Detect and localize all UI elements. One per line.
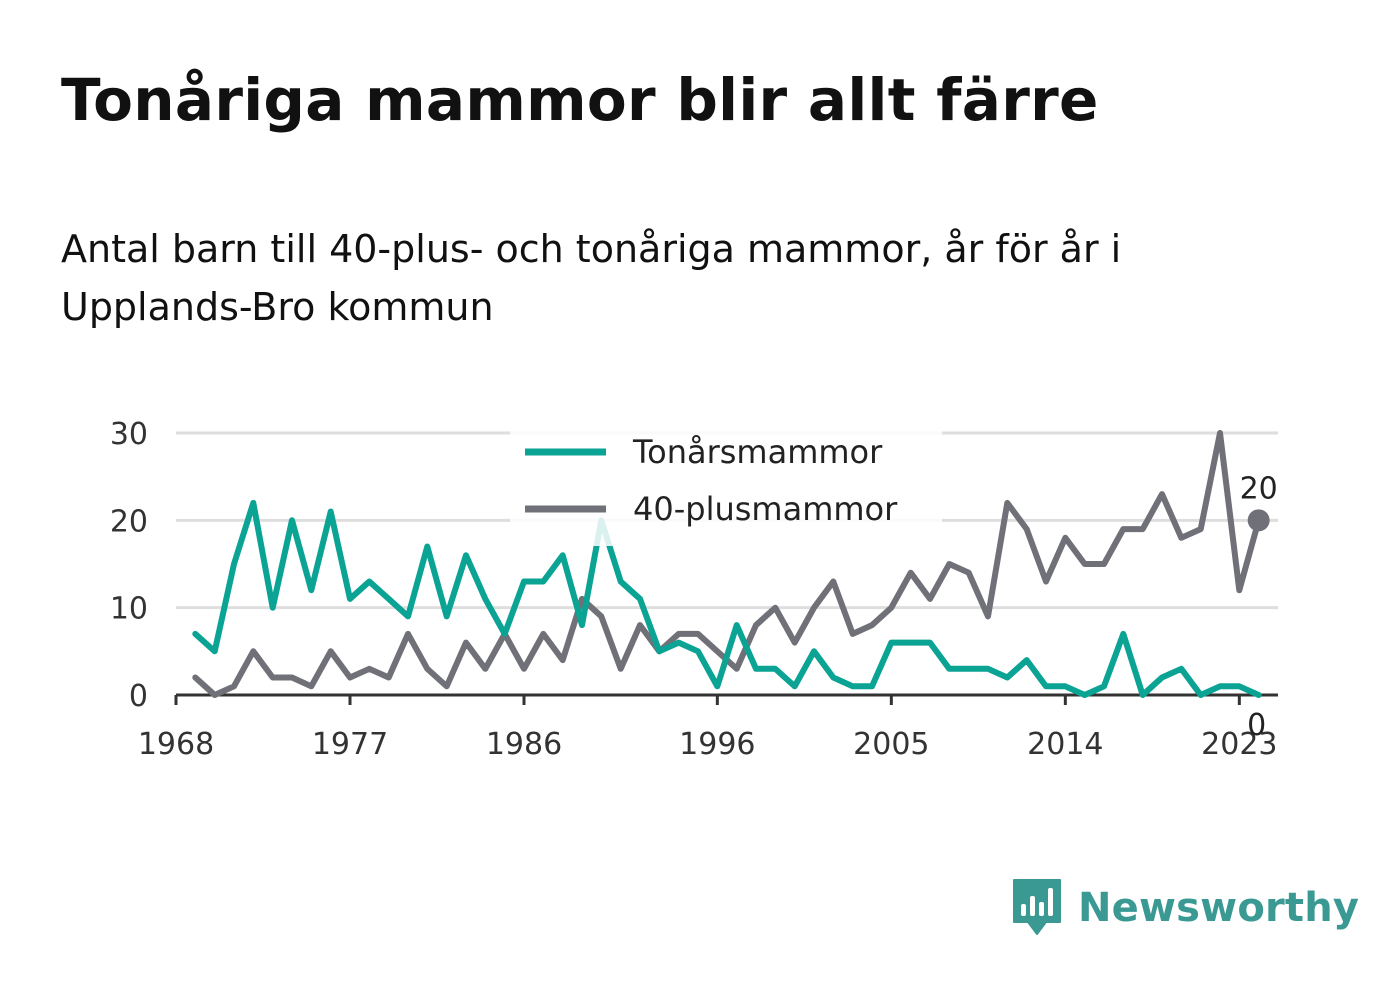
x-tick-label-2005: 2005 <box>853 727 929 762</box>
legend-label-1: 40-plusmammor <box>633 490 898 528</box>
legend-background <box>510 428 942 546</box>
y-tick-label-20: 20 <box>110 504 148 539</box>
chart-subtitle: Antal barn till 40-plus- och tonåriga ma… <box>61 227 1122 329</box>
brand-name: Newsworthy <box>1078 885 1360 931</box>
end-labels: 20 0 <box>1240 471 1278 743</box>
legend-label-0: Tonårsmammor <box>632 433 883 471</box>
x-tick-label-1977: 1977 <box>312 727 388 762</box>
newsworthy-logo-icon <box>1013 879 1061 935</box>
series-lines <box>192 430 1262 698</box>
x-tick-label-2023: 2023 <box>1201 727 1277 762</box>
y-tick-label-30: 30 <box>110 417 148 452</box>
end-label-40-plusmammor: 20 <box>1240 471 1278 506</box>
y-tick-label-10: 10 <box>110 592 148 627</box>
x-tick-label-1968: 1968 <box>138 727 214 762</box>
chart-title: Tonåriga mammor blir allt färre <box>61 66 1099 134</box>
x-tick-label-1986: 1986 <box>486 727 562 762</box>
y-axis-ticks: 0 10 20 30 <box>110 417 148 714</box>
end-label-tonarsmammor: 0 <box>1247 708 1266 743</box>
x-axis: 1968 1977 1986 1996 2005 2014 2023 <box>138 693 1278 762</box>
y-tick-label-0: 0 <box>129 679 148 714</box>
series-line-tonarsmammor <box>192 499 1262 698</box>
end-marker-40-plusmammor <box>1247 509 1270 532</box>
legend: Tonårsmammor 40-plusmammor <box>510 428 942 546</box>
x-tick-label-2014: 2014 <box>1027 727 1103 762</box>
x-tick-label-1996: 1996 <box>679 727 755 762</box>
newsworthy-logo: Newsworthy <box>1010 876 1359 940</box>
